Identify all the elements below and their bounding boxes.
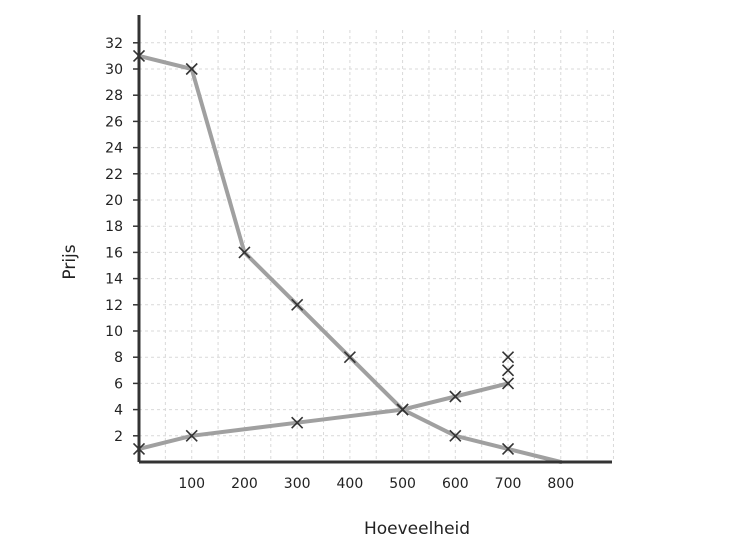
data-point-series-1 <box>449 429 462 442</box>
data-point-series-2 <box>396 403 409 416</box>
axis-layer <box>137 15 612 464</box>
y-tick-label: 24 <box>105 141 123 157</box>
data-point-series-1 <box>343 351 356 364</box>
y-tick-label: 14 <box>105 272 123 288</box>
y-tick-label: 6 <box>114 376 123 392</box>
y-tick-label: 2 <box>114 429 123 445</box>
data-point-series-1 <box>185 62 198 76</box>
x-tick-label: 500 <box>389 476 416 492</box>
y-tick-label: 20 <box>105 193 123 209</box>
x-tick-label: 100 <box>178 476 205 492</box>
y-tick-label: 32 <box>105 36 123 52</box>
x-tick-label: 600 <box>442 476 469 492</box>
y-tick-label: 4 <box>114 403 123 419</box>
data-point-series-1 <box>291 298 304 311</box>
y-tick-label: 16 <box>105 245 123 261</box>
data-point-series-1 <box>238 246 251 259</box>
x-tick-label: 800 <box>547 476 574 492</box>
y-tick-label: 30 <box>105 62 123 78</box>
y-tick-label: 12 <box>105 298 123 314</box>
y-tick-label: 26 <box>105 114 123 130</box>
series-line-2 <box>137 381 511 451</box>
y-tick-label: 22 <box>105 167 123 183</box>
x-axis-title: Hoeveelheid <box>364 519 470 539</box>
x-tick-label: 200 <box>231 476 258 492</box>
data-point-series-2 <box>291 416 304 429</box>
data-point-series-2 <box>501 377 515 390</box>
data-point-series-1 <box>501 442 515 455</box>
y-tick-label: 8 <box>114 350 123 366</box>
x-tick-label: 300 <box>284 476 311 492</box>
grid-layer <box>139 30 614 462</box>
x-tick-label: 400 <box>337 476 364 492</box>
data-point-extra <box>501 351 515 364</box>
y-tick-label: 10 <box>105 324 123 340</box>
y-tick-label: 18 <box>105 219 123 235</box>
data-point-series-2 <box>185 429 198 442</box>
marker-layer <box>132 49 515 455</box>
y-axis-title: Prijs <box>60 244 80 279</box>
y-tick-label: 28 <box>105 88 123 104</box>
x-tick-label: 700 <box>495 476 522 492</box>
data-point-series-2 <box>449 390 462 403</box>
data-point-extra <box>501 364 515 377</box>
